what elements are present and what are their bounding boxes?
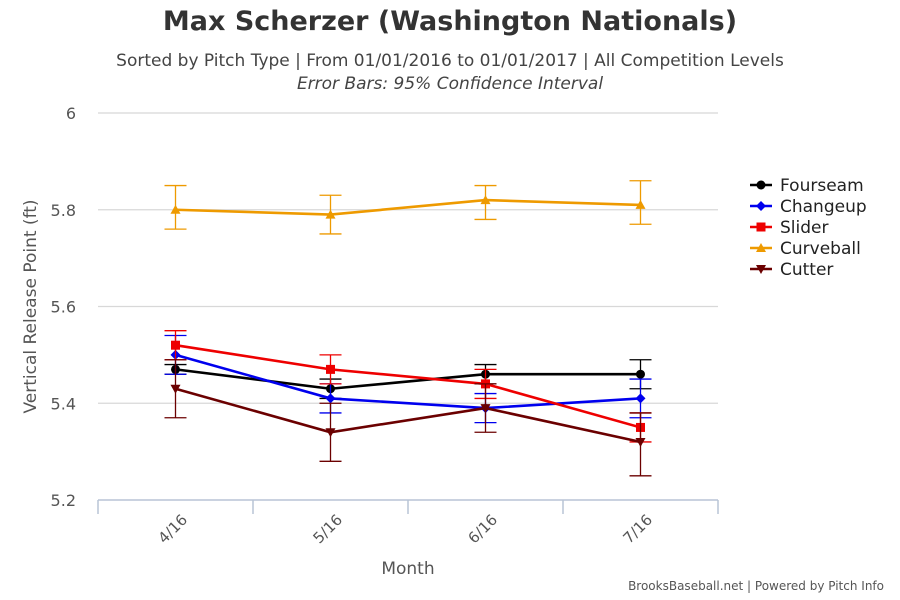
data-point	[635, 199, 646, 209]
x-tick-label: 7/16	[620, 511, 657, 548]
data-point	[326, 364, 335, 374]
data-point	[635, 393, 646, 404]
data-point	[756, 201, 766, 211]
series-line	[175, 368, 641, 391]
series-slider	[164, 330, 652, 443]
series-lines	[164, 180, 652, 477]
data-point	[635, 437, 646, 447]
data-point	[170, 384, 181, 394]
legend-item: Slider	[750, 218, 828, 238]
axes: 5.2 5.4 5.6 5.8 6 4/16 5/16 6/16 7/16 Month Vertic…	[21, 104, 719, 579]
legend-item: Fourseam	[750, 176, 864, 196]
legend-item: Changeup	[750, 197, 867, 217]
y-tick-label: 5.8	[51, 201, 76, 220]
data-point	[480, 195, 491, 205]
data-point	[171, 340, 180, 350]
data-point	[325, 393, 336, 404]
x-tick-label: 6/16	[465, 511, 502, 548]
data-point	[756, 265, 766, 274]
y-axis-title: Vertical Release Point (ft)	[21, 199, 41, 413]
chart-subtitle: Sorted by Pitch Type | From 01/01/2016 t…	[116, 51, 784, 71]
data-point	[756, 243, 766, 252]
chart-error-bar-note: Error Bars: 95% Confidence Interval	[296, 74, 604, 94]
x-tick-label: 5/16	[310, 511, 347, 548]
series-line	[175, 353, 641, 410]
legend-label: Slider	[780, 218, 828, 238]
y-tick-label: 5.4	[51, 394, 76, 413]
data-point	[325, 428, 336, 438]
data-point	[170, 204, 181, 214]
series-line	[175, 343, 641, 429]
legend-label: Cutter	[780, 260, 833, 280]
series-line	[175, 198, 641, 216]
y-tick-label: 5.2	[51, 491, 76, 510]
series-fourseam	[164, 359, 652, 400]
legend-item: Curveball	[750, 239, 861, 259]
y-tick-label: 5.6	[51, 298, 76, 317]
data-point	[325, 209, 336, 219]
chart-credits: BrooksBaseball.net | Powered by Pitch In…	[628, 579, 884, 593]
x-tick-label: 4/16	[155, 511, 192, 548]
legend-label: Changeup	[780, 197, 867, 217]
series-line	[175, 387, 641, 444]
data-point	[480, 404, 491, 414]
series-cutter	[164, 359, 652, 477]
y-tick-label: 6	[66, 104, 76, 123]
chart-title: Max Scherzer (Washington Nationals)	[162, 6, 738, 37]
series-curveball	[164, 180, 652, 235]
data-point	[636, 369, 645, 379]
legend-label: Curveball	[780, 239, 861, 259]
legend-item: Cutter	[750, 260, 833, 280]
x-axis-title: Month	[381, 559, 434, 579]
legend-label: Fourseam	[780, 176, 864, 196]
data-point	[756, 180, 766, 190]
data-point	[756, 222, 766, 232]
